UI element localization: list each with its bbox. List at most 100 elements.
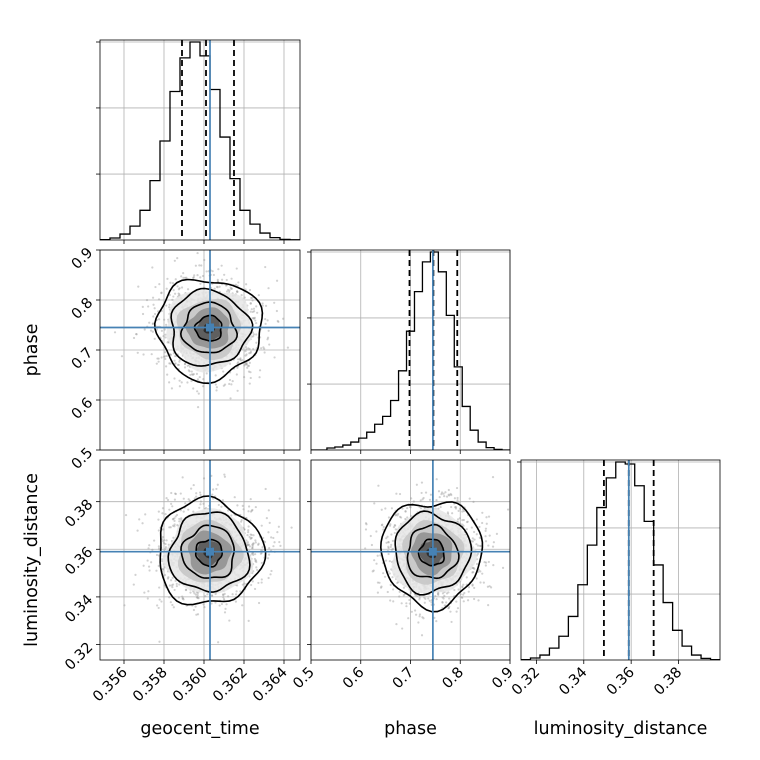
sample-point <box>241 583 244 586</box>
sample-point <box>418 596 421 599</box>
sample-point <box>253 310 256 313</box>
sample-point <box>182 246 184 248</box>
sample-point <box>252 347 255 351</box>
y-tick-label: 0.6 <box>69 395 97 423</box>
sample-point <box>409 506 412 509</box>
sample-point <box>205 270 208 273</box>
sample-point <box>236 504 239 507</box>
sample-point <box>251 331 254 334</box>
sample-point <box>194 593 198 596</box>
sample-point <box>420 481 424 484</box>
sample-point <box>247 364 251 367</box>
sample-point <box>175 582 178 585</box>
sample-point <box>465 528 468 531</box>
sample-point <box>252 542 255 545</box>
sample-point <box>273 301 276 304</box>
sample-point <box>244 354 247 357</box>
sample-point <box>244 345 248 349</box>
sample-point <box>402 586 406 589</box>
sample-point <box>227 595 230 598</box>
sample-point <box>256 311 259 314</box>
sample-point <box>173 498 177 501</box>
sample-point <box>483 561 486 564</box>
sample-point <box>166 373 169 376</box>
sample-point <box>387 541 390 544</box>
sample-point <box>176 363 179 366</box>
sample-point <box>459 593 462 596</box>
sample-point <box>192 608 196 612</box>
sample-point <box>454 507 458 510</box>
sample-point <box>199 493 202 497</box>
sample-point <box>468 497 471 500</box>
sample-point <box>435 598 438 601</box>
sample-point <box>419 499 422 502</box>
sample-point <box>475 543 478 546</box>
sample-point <box>471 584 474 587</box>
sample-point <box>255 333 258 336</box>
sample-point <box>248 361 251 364</box>
sample-point <box>202 502 205 505</box>
sample-point <box>215 487 218 491</box>
sample-point <box>202 477 206 480</box>
sample-point <box>448 605 451 608</box>
sample-point <box>235 267 238 270</box>
sample-point <box>276 531 279 534</box>
contour-line <box>394 510 473 596</box>
sample-point <box>404 517 407 521</box>
sample-point <box>141 305 144 308</box>
sample-point <box>257 543 260 546</box>
sample-point <box>222 370 225 373</box>
contour-line <box>159 495 267 606</box>
sample-point <box>132 583 135 586</box>
sample-point <box>456 518 460 521</box>
sample-point <box>183 276 187 279</box>
x-tick-label: 0.38 <box>651 665 685 699</box>
sample-point <box>266 557 270 560</box>
sample-point <box>249 302 252 305</box>
sample-point <box>491 475 495 479</box>
x-tick-label: 0.32 <box>509 665 543 699</box>
sample-point <box>255 321 258 325</box>
sample-point <box>169 526 172 529</box>
sample-point <box>448 597 451 600</box>
sample-point <box>388 572 391 575</box>
sample-point <box>142 564 145 567</box>
truth-marker <box>428 547 437 556</box>
sample-point <box>149 329 153 332</box>
sample-point <box>124 513 128 517</box>
x-axis-label-phase: phase <box>384 719 437 739</box>
sample-point <box>453 497 456 500</box>
sample-point <box>164 513 167 516</box>
sample-point <box>148 544 151 547</box>
sample-point <box>151 296 155 299</box>
sample-point <box>268 521 271 524</box>
sample-point <box>254 505 257 509</box>
sample-point <box>488 534 491 537</box>
sample-point <box>223 273 226 276</box>
sample-point <box>157 318 161 321</box>
sample-point <box>164 542 167 546</box>
sample-point <box>273 356 276 359</box>
sample-point <box>250 536 253 539</box>
sample-point <box>161 512 164 515</box>
sample-point <box>462 600 465 603</box>
sample-point <box>215 285 219 288</box>
sample-point <box>157 529 160 532</box>
sample-point <box>384 559 388 562</box>
x-tick-label: 0.8 <box>439 665 467 693</box>
sample-point <box>251 545 254 548</box>
sample-point <box>255 566 258 569</box>
sample-point <box>220 264 223 267</box>
sample-point <box>492 563 495 567</box>
sample-point <box>492 541 495 544</box>
sample-point <box>174 278 177 281</box>
sample-point <box>461 596 464 599</box>
sample-point <box>178 287 181 290</box>
sample-point <box>408 598 411 602</box>
sample-point <box>479 581 482 584</box>
sample-point <box>160 356 163 359</box>
x-axis-label-luminosity_distance: luminosity_distance <box>534 719 708 739</box>
sample-point <box>423 596 426 599</box>
sample-point <box>247 505 251 508</box>
scatter-panel-geocent_time-vs-luminosity_distance: 0.32 0.34 0.36 0.38 luminosity_distance 0.356… <box>22 459 301 739</box>
